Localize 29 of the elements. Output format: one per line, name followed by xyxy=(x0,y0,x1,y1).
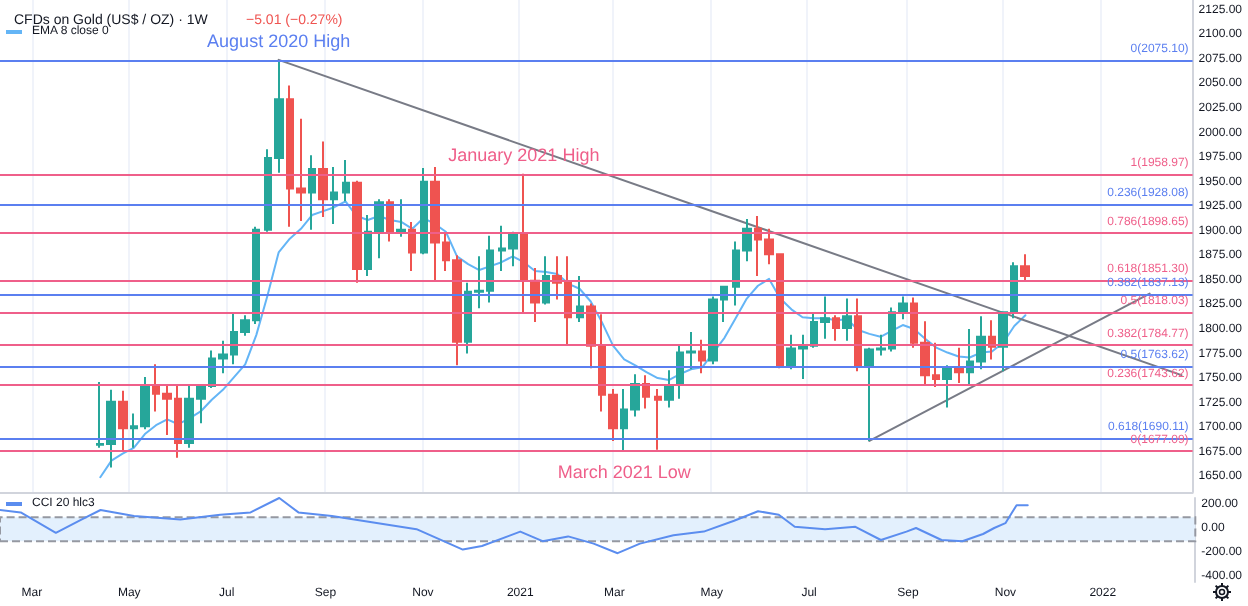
candlestick xyxy=(396,198,406,238)
candlestick xyxy=(342,159,350,203)
annotation: March 2021 Low xyxy=(557,461,692,482)
candlestick xyxy=(576,274,584,324)
candlestick xyxy=(408,220,416,273)
candlestick xyxy=(664,369,674,409)
candlestick xyxy=(118,389,128,453)
candlestick xyxy=(386,198,394,243)
candlestick xyxy=(642,374,650,410)
candlestick xyxy=(942,364,952,409)
line-series xyxy=(99,200,1027,479)
candlestick xyxy=(520,172,528,315)
candlestick xyxy=(654,387,662,451)
candlestick xyxy=(698,338,706,375)
candlestick xyxy=(854,297,862,373)
candlestick xyxy=(318,140,328,219)
candlestick xyxy=(954,346,964,384)
annotation: January 2021 High xyxy=(448,144,600,165)
candlestick xyxy=(1020,253,1030,283)
line-series xyxy=(0,497,1029,555)
candlestick xyxy=(420,166,428,256)
candlestick xyxy=(988,319,996,361)
annotation: August 2020 High xyxy=(207,30,351,51)
candlestick xyxy=(842,297,852,342)
candlestick xyxy=(530,267,540,324)
candlestick xyxy=(352,179,362,284)
candlestick xyxy=(308,154,316,231)
candlestick xyxy=(330,165,338,225)
candlestick xyxy=(832,314,840,342)
